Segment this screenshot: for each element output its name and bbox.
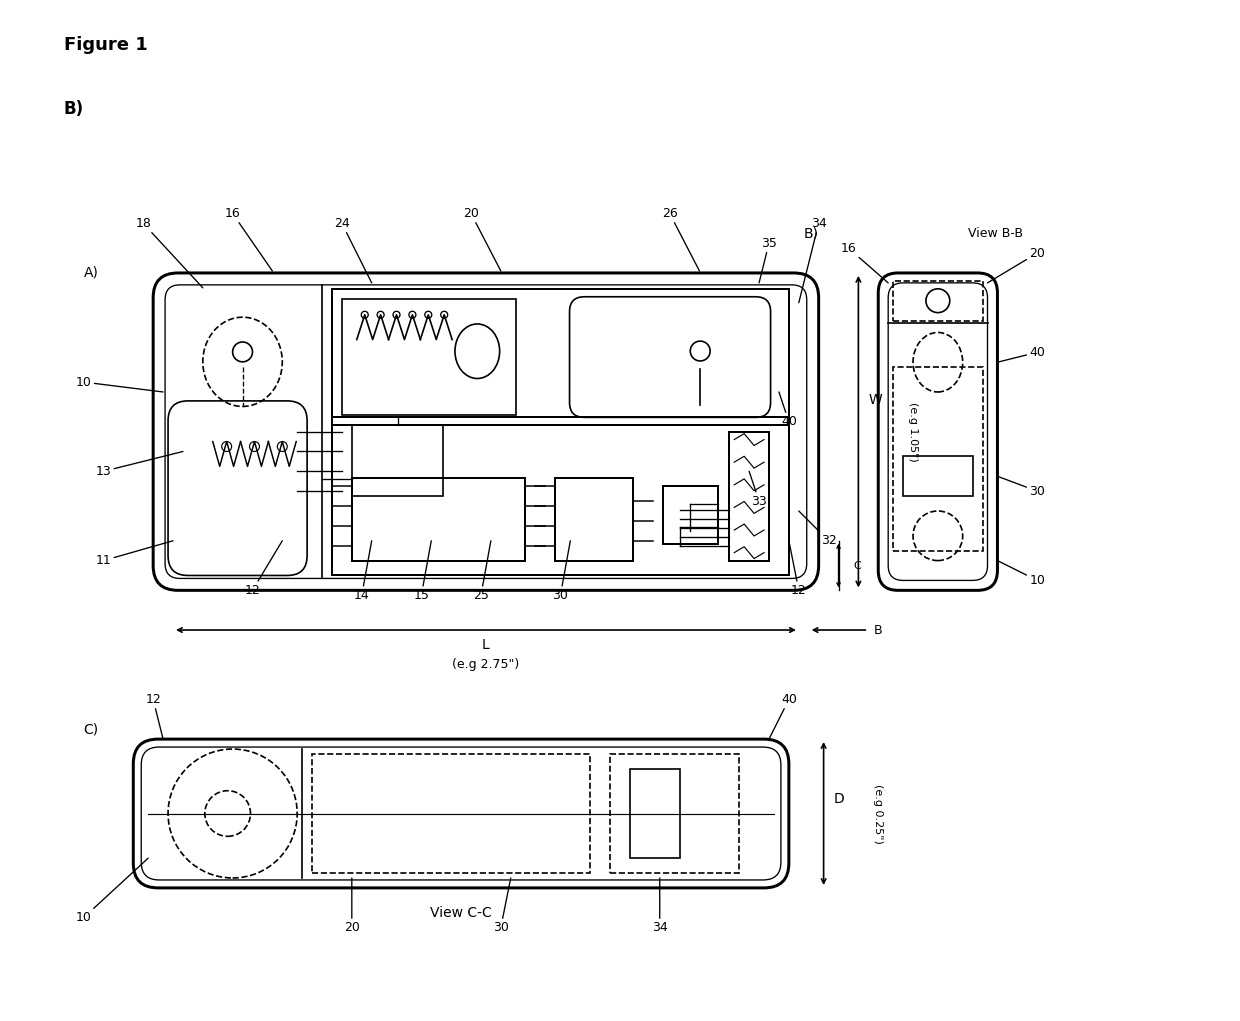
Bar <box>352 425 443 496</box>
Text: 30: 30 <box>997 476 1045 497</box>
Text: 30: 30 <box>492 878 511 934</box>
Text: 30: 30 <box>553 541 570 601</box>
Bar <box>729 432 769 561</box>
Text: View C-C: View C-C <box>430 906 492 920</box>
Bar <box>893 368 982 550</box>
Text: 10: 10 <box>997 561 1045 587</box>
Bar <box>610 753 739 873</box>
Text: L: L <box>482 638 490 651</box>
Text: 10: 10 <box>76 858 149 924</box>
Text: C: C <box>853 561 861 571</box>
Text: B: B <box>873 624 882 636</box>
Text: 33: 33 <box>749 472 766 507</box>
Text: 40: 40 <box>779 392 797 428</box>
Text: (e.g 2.75"): (e.g 2.75") <box>453 659 520 671</box>
Bar <box>352 478 526 561</box>
Text: (e.g 1.05"): (e.g 1.05") <box>908 402 918 461</box>
Text: (e.g 0.25"): (e.g 0.25") <box>873 783 883 843</box>
Bar <box>663 486 718 544</box>
Bar <box>630 769 680 858</box>
Text: 12: 12 <box>244 541 283 597</box>
Text: 35: 35 <box>759 237 777 283</box>
Text: View B-B: View B-B <box>967 227 1023 240</box>
Bar <box>903 456 972 496</box>
Text: 20: 20 <box>463 207 501 271</box>
Text: 32: 32 <box>799 510 837 547</box>
Text: 14: 14 <box>353 541 372 601</box>
Text: Figure 1: Figure 1 <box>63 36 148 54</box>
Text: 20: 20 <box>343 878 360 934</box>
Bar <box>893 281 982 321</box>
Text: 16: 16 <box>841 242 888 283</box>
Bar <box>332 417 789 576</box>
Text: 26: 26 <box>662 207 699 271</box>
Text: A): A) <box>83 265 98 280</box>
Text: 16: 16 <box>224 207 273 271</box>
Bar <box>312 753 590 873</box>
Bar <box>556 478 634 561</box>
Text: B): B) <box>63 100 84 118</box>
Text: 24: 24 <box>334 216 372 283</box>
Text: 12: 12 <box>145 693 164 739</box>
Text: D: D <box>833 791 844 806</box>
Bar <box>342 299 516 416</box>
Text: 20: 20 <box>987 247 1045 283</box>
Text: 18: 18 <box>135 216 203 288</box>
Text: 12: 12 <box>789 541 807 597</box>
Bar <box>332 289 789 426</box>
Text: W: W <box>868 393 882 407</box>
Text: 11: 11 <box>95 541 174 567</box>
Text: 40: 40 <box>769 693 797 739</box>
Text: 25: 25 <box>472 541 491 601</box>
Text: 13: 13 <box>95 451 184 478</box>
Text: 34: 34 <box>799 216 827 302</box>
Text: C): C) <box>83 722 99 736</box>
Text: 10: 10 <box>76 376 164 392</box>
Text: 40: 40 <box>997 346 1045 362</box>
Text: B): B) <box>804 227 818 240</box>
Text: 34: 34 <box>652 878 667 934</box>
Text: 15: 15 <box>413 541 432 601</box>
